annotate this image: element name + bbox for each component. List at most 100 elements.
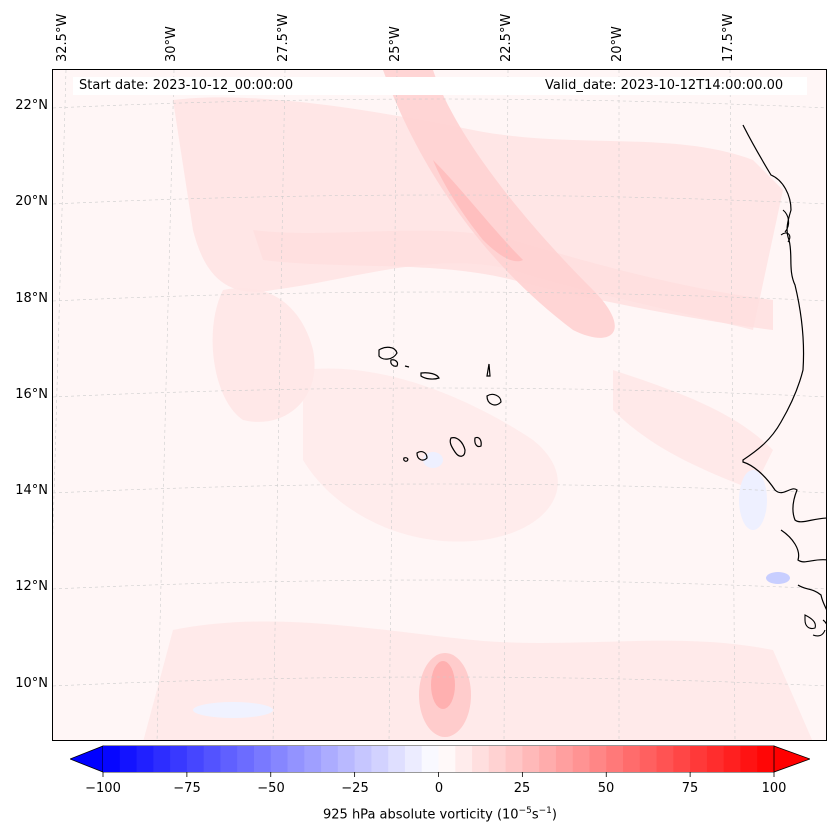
colorbar bbox=[68, 744, 812, 784]
coast-guinea-bissau bbox=[797, 584, 826, 610]
santa-luzia-island bbox=[404, 365, 410, 368]
colorbar-band bbox=[740, 746, 758, 772]
colorbar-band bbox=[371, 746, 389, 772]
latitude-gridlines bbox=[53, 98, 826, 687]
colorbar-band bbox=[757, 746, 775, 772]
colorbar-band bbox=[253, 746, 272, 772]
colorbar-tick-label: 100 bbox=[761, 781, 787, 796]
colorbar-band bbox=[656, 746, 674, 772]
cape-verde-islands bbox=[378, 346, 502, 462]
colorbar-band bbox=[505, 746, 523, 772]
colorbar-band bbox=[539, 746, 557, 772]
lon-label-30w: 30°W bbox=[164, 26, 179, 62]
colorbar-ticks bbox=[102, 772, 775, 777]
santo-antao-island bbox=[378, 346, 398, 360]
west-africa-coastline bbox=[742, 124, 826, 523]
lat-label-10n: 10°N bbox=[15, 676, 48, 691]
colorbar-band bbox=[488, 746, 507, 772]
sao-vicente-island bbox=[390, 359, 399, 367]
coast-south-segment bbox=[780, 529, 826, 563]
colorbar-band bbox=[136, 746, 154, 772]
colorbar-band bbox=[170, 746, 188, 772]
colorbar-band bbox=[354, 746, 372, 772]
colorbar-band bbox=[455, 746, 473, 772]
colorbar-band bbox=[287, 746, 305, 772]
colorbar-bands bbox=[103, 746, 775, 772]
colorbar-tick-label: 0 bbox=[434, 781, 444, 796]
vorticity-field-south bbox=[143, 621, 813, 740]
colorbar-tick-label: −75 bbox=[173, 781, 201, 796]
colorbar-band bbox=[438, 746, 456, 772]
colorbar-band bbox=[421, 746, 439, 772]
maio-island bbox=[474, 436, 482, 448]
coast-senegal-inlet bbox=[780, 209, 791, 243]
vorticity-min-islands bbox=[423, 452, 443, 468]
colorbar-band bbox=[321, 746, 339, 772]
lat-label-20n: 20°N bbox=[15, 194, 48, 209]
colorbar-band bbox=[388, 746, 406, 772]
colorbar-band bbox=[639, 746, 658, 772]
lon-label-27-5w: 27.5°W bbox=[276, 13, 291, 62]
coast-islands-bijagos bbox=[804, 614, 826, 637]
fogo-island bbox=[416, 451, 428, 461]
colorbar-band bbox=[723, 746, 741, 772]
lon-label-25w: 25°W bbox=[388, 26, 403, 62]
colorbar-band bbox=[237, 746, 255, 772]
colorbar-band bbox=[522, 746, 540, 772]
colorbar-extend-right bbox=[773, 745, 812, 773]
colorbar-band bbox=[706, 746, 725, 772]
colorbar-band bbox=[203, 746, 221, 772]
start-date-label: Start date: 2023-10-12_00:00:00 bbox=[73, 77, 300, 95]
vorticity-min-coast bbox=[766, 572, 790, 584]
colorbar-band bbox=[153, 746, 171, 772]
vorticity-min-south bbox=[193, 702, 273, 718]
colorbar-extend-left bbox=[68, 745, 104, 773]
lat-label-18n: 18°N bbox=[15, 291, 48, 306]
sao-nicolau-island bbox=[420, 372, 440, 380]
colorbar-band bbox=[690, 746, 708, 772]
vorticity-min-east bbox=[739, 470, 767, 530]
colorbar-tick-label: 25 bbox=[513, 781, 531, 796]
colorbar-band bbox=[673, 746, 691, 772]
colorbar-tick-label: −50 bbox=[257, 781, 285, 796]
colorbar-band bbox=[606, 746, 624, 772]
lon-label-17-5w: 17.5°W bbox=[721, 13, 736, 62]
vorticity-field-band-1 bbox=[253, 230, 773, 330]
lon-label-32-5w: 32.5°W bbox=[55, 13, 70, 62]
colorbar-tick-label: −25 bbox=[341, 781, 369, 796]
colorbar-band bbox=[304, 746, 322, 772]
vorticity-diagonal-streak-outer bbox=[383, 70, 615, 338]
colorbar-svg bbox=[68, 745, 812, 777]
colorbar-band bbox=[337, 746, 356, 772]
vorticity-diagonal-streak-inner bbox=[433, 160, 523, 262]
colorbar-band bbox=[572, 746, 590, 772]
sal-island bbox=[486, 363, 491, 377]
colorbar-band bbox=[103, 746, 121, 772]
colorbar-band bbox=[220, 746, 238, 772]
lat-label-12n: 12°N bbox=[15, 579, 48, 594]
valid-date-label: Valid_date: 2023-10-12T14:00:00.00 bbox=[539, 77, 801, 95]
lon-label-22-5w: 22.5°W bbox=[499, 13, 514, 62]
vorticity-field-west bbox=[212, 288, 315, 422]
lon-label-20w: 20°W bbox=[610, 26, 625, 62]
colorbar-tick-label: 75 bbox=[681, 781, 699, 796]
colorbar-band bbox=[623, 746, 641, 772]
colorbar-band bbox=[555, 746, 574, 772]
lat-label-16n: 16°N bbox=[15, 387, 48, 402]
vorticity-max-south-inner bbox=[431, 661, 455, 709]
santiago-island bbox=[449, 437, 466, 457]
lat-label-22n: 22°N bbox=[15, 98, 48, 113]
colorbar-tick-label: 50 bbox=[597, 781, 615, 796]
longitude-gridlines bbox=[53, 70, 736, 740]
colorbar-band bbox=[270, 746, 289, 772]
colorbar-band bbox=[472, 746, 490, 772]
boa-vista-island bbox=[486, 393, 502, 406]
colorbar-band bbox=[186, 746, 205, 772]
colorbar-band bbox=[404, 746, 423, 772]
vorticity-map bbox=[52, 69, 827, 741]
brava-island bbox=[403, 457, 409, 462]
map-canvas bbox=[53, 70, 826, 740]
colorbar-title: 925 hPa absolute vorticity (10−5s−1) bbox=[323, 806, 557, 823]
colorbar-band bbox=[589, 746, 607, 772]
lat-label-14n: 14°N bbox=[15, 483, 48, 498]
